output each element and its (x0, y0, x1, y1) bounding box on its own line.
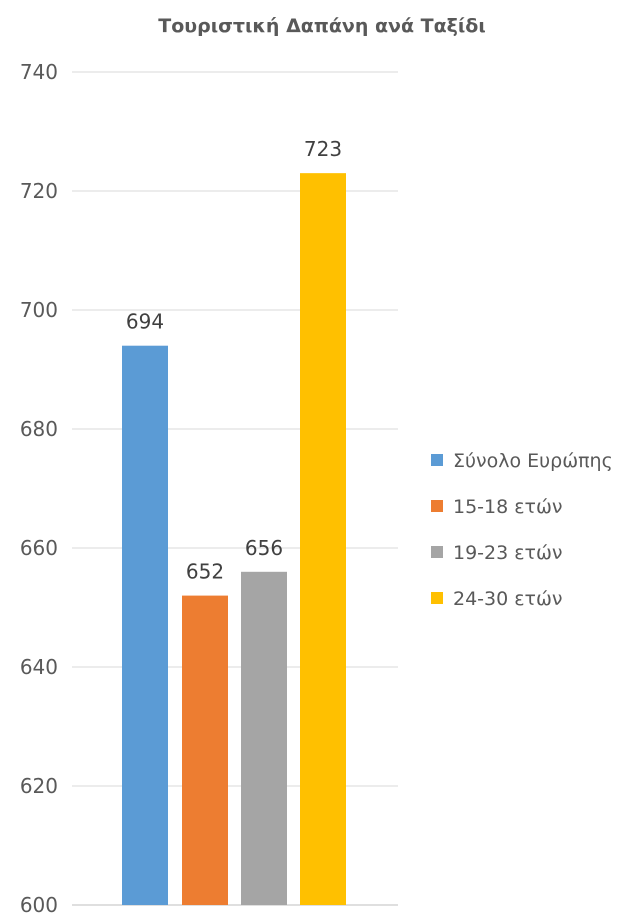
chart-title: Τουριστική Δαπάνη ανά Ταξίδι (158, 15, 486, 37)
gridlines (72, 71, 398, 906)
legend-label: 24-30 ετών (453, 588, 562, 610)
y-tick-label: 620 (20, 774, 58, 798)
legend: Σύνολο Ευρώπης 15-18 ετών 19-23 ετών 24-30 … (431, 450, 613, 610)
y-tick-label: 720 (20, 179, 58, 203)
y-tick-label: 660 (20, 536, 58, 560)
legend-label: Σύνολο Ευρώπης (453, 450, 613, 472)
y-tick-label: 640 (20, 655, 58, 679)
data-label: 694 (126, 310, 164, 334)
bar (300, 173, 346, 905)
legend-label: 15-18 ετών (453, 496, 562, 518)
bar (241, 571, 287, 905)
legend-swatch (431, 454, 443, 466)
legend-swatch (431, 500, 443, 512)
bar (122, 345, 168, 905)
y-tick-label: 600 (20, 893, 58, 913)
data-label: 723 (304, 137, 342, 161)
y-tick-label: 700 (20, 298, 58, 322)
bars (122, 173, 346, 905)
legend-swatch (431, 592, 443, 604)
data-label: 652 (186, 560, 224, 584)
legend-swatch (431, 546, 443, 558)
bar (182, 595, 228, 905)
legend-label: 19-23 ετών (453, 542, 562, 564)
y-tick-label: 740 (20, 60, 58, 84)
y-tick-label: 680 (20, 417, 58, 441)
data-labels: 694 652 656 723 (126, 137, 342, 583)
y-axis-tick-labels: 600 620 640 660 680 700 720 740 (20, 60, 58, 913)
data-label: 656 (245, 536, 283, 560)
